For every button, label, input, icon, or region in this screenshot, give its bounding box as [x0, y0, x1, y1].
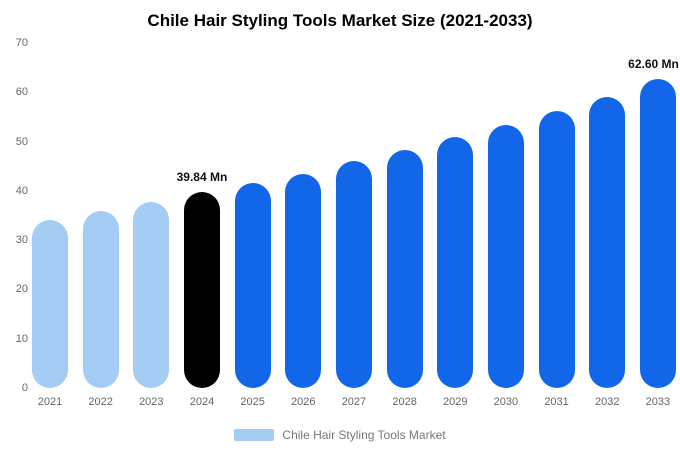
bar-column — [82, 43, 119, 388]
y-tick-label: 10 — [15, 332, 28, 345]
legend-label: Chile Hair Styling Tools Market — [282, 428, 446, 442]
x-axis-label: 2028 — [392, 396, 417, 408]
y-tick-label: 30 — [15, 234, 28, 247]
x-axis-label: 2027 — [341, 396, 367, 408]
x-axis-label: 2030 — [493, 396, 519, 408]
bar-column: 62.60 Mn — [628, 43, 679, 388]
y-tick-label: 20 — [15, 283, 28, 296]
bar-column — [437, 43, 474, 388]
y-tick-label: 60 — [15, 86, 28, 99]
bar-column — [487, 43, 524, 388]
bar-2021[interactable] — [32, 219, 68, 388]
legend-swatch — [234, 429, 275, 441]
bar-2026[interactable] — [285, 174, 322, 388]
bar-column — [234, 43, 271, 388]
value-label: 62.60 Mn — [628, 57, 679, 72]
bar-column — [32, 43, 68, 388]
y-axis: 0 10 20 30 40 50 60 70 — [4, 37, 28, 394]
bar-column: 39.84 Mn — [177, 43, 227, 388]
bar-column — [133, 43, 170, 388]
chart-title: Chile Hair Styling Tools Market Size (20… — [147, 11, 533, 30]
bar-column — [589, 43, 626, 388]
x-axis-label: 2026 — [291, 396, 316, 408]
x-axis-label: 2029 — [443, 396, 468, 408]
bar-2029[interactable] — [437, 137, 474, 388]
y-tick-label: 0 — [21, 382, 28, 394]
x-axis-label: 2023 — [139, 396, 164, 408]
plot-area: 39.84 Mn 62.60 Mn — [32, 43, 679, 388]
bar-2025[interactable] — [234, 182, 271, 388]
bar-2027[interactable] — [335, 161, 372, 388]
x-axis-label: 2021 — [37, 396, 63, 408]
bar-2028[interactable] — [386, 149, 423, 388]
x-axis-label: 2024 — [189, 396, 215, 408]
x-axis-label: 2025 — [240, 396, 265, 408]
x-axis-label: 2031 — [544, 396, 569, 408]
bar-2022[interactable] — [82, 211, 119, 388]
x-axis-label: 2033 — [645, 396, 671, 408]
value-label: 39.84 Mn — [176, 169, 228, 184]
bar-column — [538, 43, 575, 388]
x-axis-label: 2032 — [594, 396, 620, 408]
y-tick-label: 40 — [15, 184, 28, 197]
y-tick-label: 70 — [15, 37, 28, 49]
bar-column — [335, 43, 372, 388]
legend[interactable]: Chile Hair Styling Tools Market — [0, 428, 680, 442]
x-axis-label: 2022 — [88, 396, 113, 408]
y-tick-label: 50 — [15, 135, 28, 148]
bar-2023[interactable] — [133, 202, 170, 388]
bar-2032[interactable] — [589, 97, 626, 388]
bar-2031[interactable] — [538, 111, 575, 388]
bar-column — [386, 43, 423, 388]
bar-2024[interactable] — [183, 191, 220, 388]
bar-2033[interactable] — [639, 79, 676, 388]
bar-2030[interactable] — [487, 125, 524, 388]
x-axis: 2021 2022 2023 2024 2025 2026 2027 2028 2029 2030… — [32, 396, 676, 408]
bar-column — [285, 43, 322, 388]
